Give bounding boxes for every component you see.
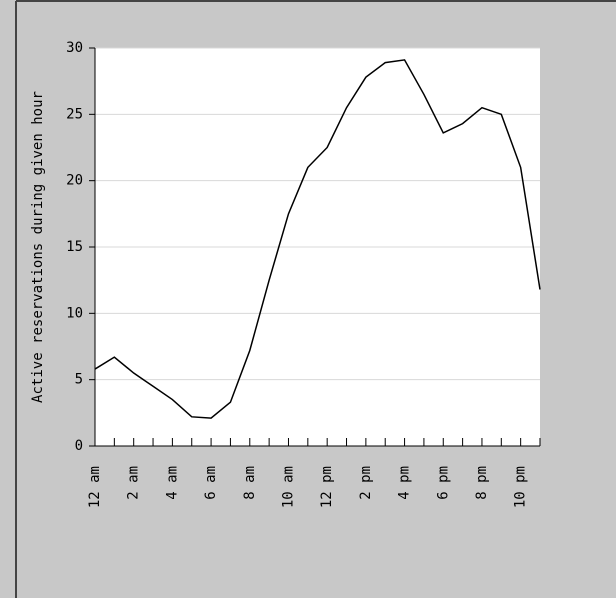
x-tick-label: 4 pm xyxy=(397,466,413,500)
y-tick-label: 5 xyxy=(75,372,83,388)
y-tick-label: 25 xyxy=(66,106,83,122)
x-tick-label: 6 am xyxy=(203,466,219,500)
y-tick-label: 15 xyxy=(66,239,83,255)
y-tick-label: 30 xyxy=(66,40,83,56)
x-tick-label: 2 am xyxy=(126,466,142,500)
x-tick-label: 8 pm xyxy=(474,466,490,500)
y-tick-label: 0 xyxy=(75,438,83,454)
x-tick-label: 12 pm xyxy=(319,466,335,508)
y-axis-label: Active reservations during given hour xyxy=(30,91,46,403)
x-tick-label: 8 am xyxy=(242,466,258,500)
line xyxy=(94,59,541,419)
x-tick-label: 12 am xyxy=(87,466,103,508)
y-tick-label: 10 xyxy=(66,305,83,321)
x-tick-label: 2 pm xyxy=(358,466,374,500)
x-tick-label: 10 am xyxy=(280,466,296,508)
x-tick-label: 4 am xyxy=(164,466,180,500)
x-tick-label: 10 pm xyxy=(513,466,529,508)
y-tick-label: 20 xyxy=(66,173,83,189)
x-tick-label: 6 pm xyxy=(435,466,451,500)
